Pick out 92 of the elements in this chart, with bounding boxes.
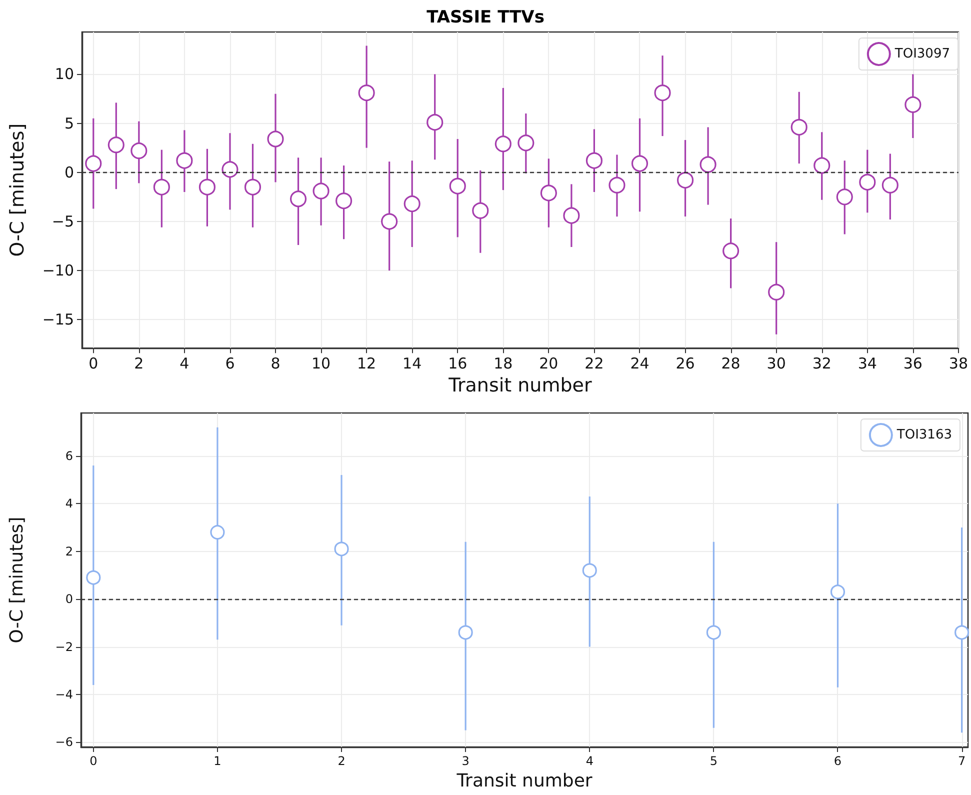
- x-tick-label: 10: [311, 354, 331, 373]
- point: [381, 213, 398, 230]
- point: [700, 156, 716, 173]
- point: [722, 242, 740, 260]
- y-tick-label: 10: [54, 65, 74, 84]
- x-tick-label: 18: [494, 354, 513, 373]
- point: [449, 178, 466, 194]
- point: [830, 584, 846, 600]
- point: [676, 172, 694, 189]
- point: [458, 625, 473, 640]
- x-tick-label: 16: [448, 354, 468, 373]
- x-tick-label: 4: [586, 754, 594, 768]
- point: [790, 118, 808, 136]
- y-tick-label: −2: [55, 640, 73, 654]
- point: [334, 542, 349, 556]
- x-tick-label: 34: [858, 354, 877, 373]
- point: [563, 207, 580, 224]
- point: [904, 96, 922, 113]
- point: [768, 284, 785, 300]
- x-tick-label: 2: [338, 754, 346, 768]
- y-tick-label: −4: [55, 688, 73, 702]
- y-axis-title: O-C [minutes]: [6, 516, 28, 644]
- y-tick-label: 0: [65, 592, 73, 606]
- point: [540, 184, 557, 202]
- point: [859, 174, 876, 190]
- point: [85, 155, 102, 172]
- point: [582, 563, 597, 578]
- y-tick-label: −15: [42, 310, 74, 329]
- y-tick-label: 4: [65, 496, 73, 511]
- point: [176, 152, 193, 169]
- point: [814, 157, 830, 174]
- point: [836, 188, 853, 206]
- x-tick-label: 28: [721, 354, 740, 373]
- x-tick-label: 36: [903, 354, 922, 373]
- x-tick-label: 6: [834, 754, 842, 768]
- y-tick-label: 6: [65, 448, 73, 463]
- x-tick-label: 6: [225, 354, 235, 373]
- point: [198, 178, 216, 196]
- point: [267, 130, 284, 148]
- x-tick-label: 0: [88, 354, 98, 373]
- point: [494, 136, 512, 152]
- point: [210, 524, 225, 540]
- y-tick-label: 2: [65, 544, 73, 558]
- x-tick-label: 7: [958, 754, 966, 768]
- point: [586, 152, 603, 169]
- x-tick-label: 26: [676, 354, 695, 373]
- y-tick-label: −10: [42, 262, 74, 280]
- point: [472, 202, 489, 219]
- x-tick-label: 24: [630, 354, 650, 373]
- point: [336, 192, 352, 210]
- x-tick-label: 12: [357, 354, 376, 373]
- point: [631, 155, 648, 172]
- x-tick-label: 3: [462, 754, 470, 768]
- x-tick-label: 32: [812, 354, 832, 373]
- x-tick-label: 0: [90, 754, 98, 768]
- chart-title: TASSIE TTVs: [426, 8, 544, 28]
- x-tick-label: 5: [710, 754, 718, 768]
- point: [244, 178, 262, 196]
- legend-label: TOI3097: [894, 46, 950, 62]
- x-axis-title: Transit number: [448, 374, 592, 396]
- point: [426, 114, 444, 131]
- point: [312, 182, 330, 200]
- point: [608, 176, 626, 194]
- y-tick-label: −6: [55, 735, 73, 750]
- point: [518, 134, 534, 152]
- point: [954, 625, 970, 640]
- y-tick-label: 5: [64, 114, 74, 132]
- point: [108, 136, 124, 154]
- point: [706, 625, 721, 640]
- x-axis-title: Transit number: [456, 770, 593, 792]
- legend-label: TOI3163: [896, 428, 952, 442]
- x-tick-label: 14: [402, 354, 422, 373]
- point: [654, 84, 671, 102]
- point: [86, 570, 101, 585]
- x-tick-label: 30: [766, 354, 786, 373]
- point: [290, 190, 307, 208]
- point: [153, 178, 170, 196]
- x-tick-label: 8: [270, 354, 280, 373]
- point: [130, 142, 148, 160]
- point: [358, 84, 375, 102]
- x-tick-label: 38: [948, 354, 968, 373]
- x-tick-label: 20: [539, 354, 558, 373]
- x-tick-label: 22: [584, 354, 604, 373]
- x-tick-label: 2: [134, 354, 144, 373]
- point: [882, 176, 898, 194]
- y-tick-label: −5: [52, 212, 74, 230]
- y-axis-title: O-C [minutes]: [6, 123, 28, 257]
- point: [404, 195, 420, 212]
- point: [222, 161, 238, 178]
- x-tick-label: 1: [214, 754, 222, 768]
- y-tick-label: 0: [64, 163, 74, 182]
- x-tick-label: 4: [180, 354, 190, 373]
